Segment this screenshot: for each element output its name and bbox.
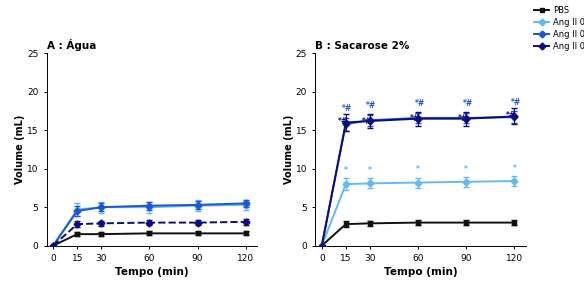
Text: *#: *#: [463, 99, 473, 108]
Text: *#: *#: [338, 117, 347, 126]
Legend: PBS, Ang II 0,1nmol/μL, Ang II 0,4nmol/μL, Ang II 0,8nmol/μL: PBS, Ang II 0,1nmol/μL, Ang II 0,4nmol/μ…: [533, 4, 584, 52]
Text: *: *: [368, 166, 372, 175]
Y-axis label: Volume (mL): Volume (mL): [16, 115, 26, 184]
X-axis label: Tempo (min): Tempo (min): [384, 267, 457, 277]
Text: *#: *#: [361, 117, 372, 126]
Text: *#: *#: [366, 101, 377, 110]
Text: *: *: [344, 166, 348, 175]
Text: *#: *#: [506, 111, 516, 120]
Text: *#: *#: [458, 114, 468, 123]
Text: A : Água: A : Água: [47, 39, 96, 51]
Text: *#: *#: [410, 114, 420, 123]
Text: *: *: [464, 165, 468, 174]
Text: *#: *#: [511, 98, 521, 107]
Text: *: *: [512, 164, 516, 173]
Text: *#: *#: [415, 99, 425, 108]
Y-axis label: Volume (mL): Volume (mL): [284, 115, 294, 184]
Text: *#: *#: [342, 104, 353, 113]
Text: *: *: [416, 165, 420, 174]
Text: B : Sacarose 2%: B : Sacarose 2%: [315, 41, 410, 51]
X-axis label: Tempo (min): Tempo (min): [115, 267, 189, 277]
